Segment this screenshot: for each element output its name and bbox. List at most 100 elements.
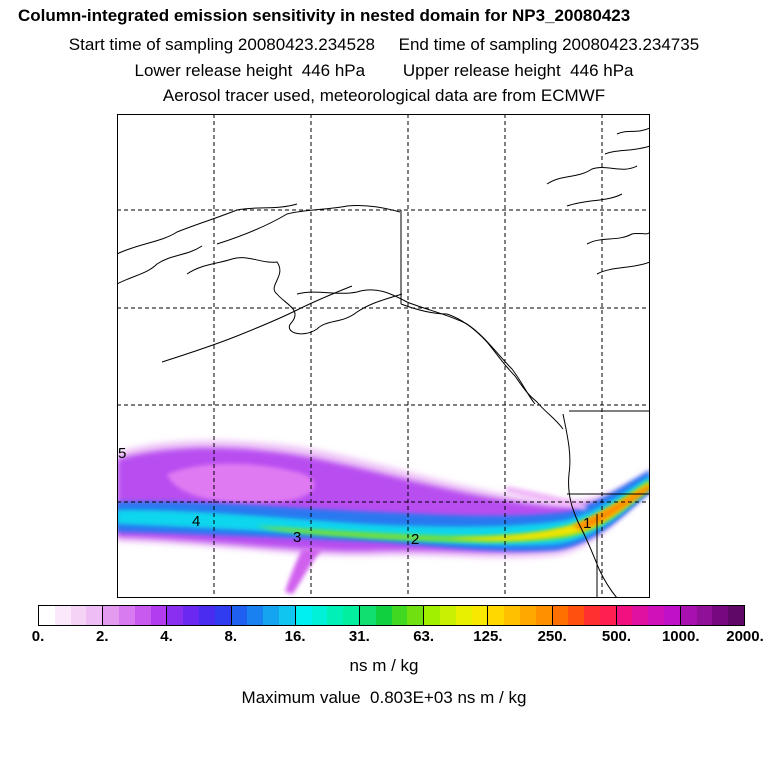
colorbar-cell [568,606,585,625]
plume-cyan-band [117,476,650,546]
coast-east-siberia [116,203,298,285]
colorbar-tick-label: 31. [348,628,370,645]
plume-label-3: 3 [293,529,301,546]
colorbar-cell [664,606,680,625]
colorbar-cell [488,606,505,625]
colorbar-cell [535,606,552,625]
map-panel: 5 4 3 2 1 [116,114,651,599]
colorbar-tick-label: 16. [284,628,306,645]
colorbar-cell [103,606,119,625]
colorbar-segment [102,606,167,625]
colorbar-cell [54,606,71,625]
coast-bc-panhandle [446,313,564,430]
colorbar-segment [487,606,552,625]
colorbar-cell [150,606,167,625]
colorbar-cell [167,606,184,625]
colorbar-segment [615,606,680,625]
colorbar-cell [584,606,600,625]
colorbar-tick-label: 250. [537,628,567,645]
colorbar-cell [343,606,359,625]
colorbar-cell [70,606,87,625]
colorbar-segment [294,606,359,625]
colorbar [38,605,745,626]
colorbar-cell [247,606,264,625]
colorbar-tick-labels: 0. 2. 4. 8. 16. 31. 63. 125. 250. 500. 1000. 2000. [0,628,768,648]
colorbar-cell [696,606,713,625]
map-border [117,114,650,598]
release-height-line: Lower release height 446 hPa Upper relea… [134,61,634,80]
plume-label-1: 1 [583,515,591,532]
coast-arctic-islands [546,165,651,275]
colorbar-cell [278,606,295,625]
colorbar-cell [327,606,344,625]
plume-label-2: 2 [411,531,419,548]
colorbar-cell [311,606,328,625]
colorbar-tick-label: 0. [31,628,45,645]
plume-label-4: 4 [192,513,200,530]
coast-hudson-region [604,127,651,155]
colorbar-cell [616,606,633,625]
map-svg: 5 4 3 2 1 [116,114,651,599]
colorbar-cell [375,606,392,625]
coast-pacific-northwest [562,413,618,599]
colorbar-tick-label: 63. [413,628,435,645]
coast-aleutians [161,285,353,363]
emission-plume [117,440,650,594]
colorbar-segment [230,606,295,625]
colorbar-cell [552,606,569,625]
colorbar-segment [358,606,424,625]
colorbar-cell [39,606,55,625]
coast-alaska-west [186,257,403,335]
colorbar-tick-label: 2. [96,628,109,645]
sampling-time-line: Start time of sampling 20080423.234528 E… [68,35,700,54]
colorbar-segment [166,606,231,625]
state-borders [567,493,650,598]
colorbar-segment [679,606,745,625]
colorbar-tick-label: 1000. [661,628,700,645]
colorbar-tick-label: 2000. [726,628,764,645]
colorbar-tick-label: 8. [224,628,238,645]
colorbar-segment [39,606,103,625]
plume-branch-east [505,486,587,510]
colorbar-cell [680,606,697,625]
colorbar-cell [455,606,472,625]
colorbar-cell [263,606,279,625]
colorbar-cell [728,606,745,625]
colorbar-cell [599,606,616,625]
colorbar-cell [231,606,248,625]
alaska-canada-border [400,210,448,315]
colorbar-segment [423,606,488,625]
colorbar-cell [86,606,103,625]
graticule [117,114,650,598]
colorbar-cell [648,606,665,625]
colorbar-cell [424,606,440,625]
plume-branch-south [285,549,322,594]
colorbar-cell [632,606,649,625]
colorbar-cell [504,606,520,625]
colorbar-tick-label: 4. [160,628,173,645]
colorbar-cell [359,606,376,625]
colorbar-tick-label: 125. [473,628,503,645]
colorbar-segment [551,606,616,625]
colorbar-cell [198,606,215,625]
colorbar-cell [134,606,151,625]
tracer-info-line: Aerosol tracer used, meteorological data… [162,86,606,105]
colorbar-cell [183,606,199,625]
colorbar-cell [712,606,729,625]
colorbar-cell [391,606,408,625]
plume-labels: 5 4 3 2 1 [118,445,591,548]
colorbar-cell [407,606,424,625]
plume-label-5: 5 [118,445,126,462]
colorbar-tick-label: 500. [601,628,632,645]
borders [400,210,650,598]
colorbar-cell [439,606,456,625]
colorbar-cell [118,606,135,625]
plume-orange-core [572,484,650,530]
colorbar-cell [471,606,488,625]
maximum-value-text: Maximum value 0.803E+03 ns m / kg [241,688,527,707]
colorbar-cell [519,606,536,625]
colorbar-cell [214,606,231,625]
plume-magenta-core [167,463,315,504]
plot-title: Column-integrated emission sensitivity i… [18,6,631,25]
colorbar-cell [295,606,312,625]
